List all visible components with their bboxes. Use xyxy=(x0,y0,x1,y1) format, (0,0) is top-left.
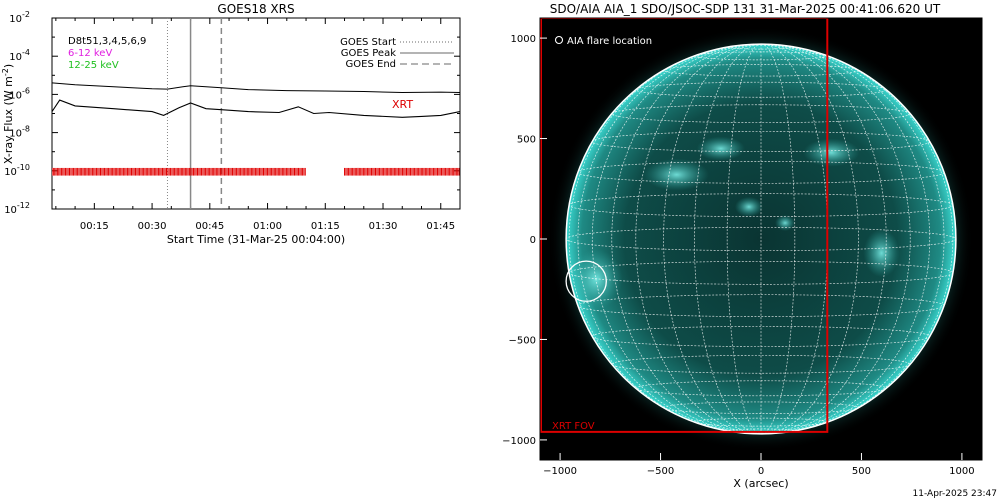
bright-region xyxy=(696,136,745,161)
aia-y-tick-label: −500 xyxy=(509,335,536,346)
aia-y-tick-label: 500 xyxy=(517,135,536,146)
aia-x-axis: −1000 −500 0 500 1000 xyxy=(543,453,975,477)
longitude-line xyxy=(760,43,911,435)
longitude-line xyxy=(760,43,953,435)
bright-region xyxy=(803,138,860,167)
goes-legend-right-item: GOES Peak xyxy=(341,48,396,59)
longitude-line xyxy=(760,43,945,435)
aia-x-label: X (arcsec) xyxy=(733,477,788,490)
longitude-line xyxy=(577,43,762,435)
goes-y-tick-label: 10-12 xyxy=(4,201,30,216)
aia-x-tick-label: −500 xyxy=(647,466,674,477)
goes-x-tick-label: 00:30 xyxy=(138,221,167,232)
footer-timestamp: 11-Apr-2025 23:47 xyxy=(913,489,997,499)
goes-title: GOES18 XRS xyxy=(217,2,294,16)
aia-x-tick-label: 0 xyxy=(758,466,764,477)
xrt-coverage-marks xyxy=(52,167,460,176)
goes-y-tick-label: 10-2 xyxy=(9,10,30,25)
goes-x-tick-label: 01:45 xyxy=(426,221,455,232)
aia-y-axis: 1000 500 0 −500 −1000 xyxy=(502,34,547,447)
solar-disk xyxy=(566,44,956,434)
goes-y-axis: 10-2 10-4 10-6 10-8 10-10 10-12 xyxy=(4,10,460,216)
aia-panel: SDO/AIA AIA_1 SDO/JSOC-SDP 131 31-Mar-20… xyxy=(502,2,983,490)
goes-event-lines xyxy=(166,18,223,209)
goes-x-tick-label: 01:30 xyxy=(369,221,398,232)
goes-y-tick-label: 10-10 xyxy=(4,163,30,178)
longitude-line xyxy=(726,43,762,435)
goes-x-label: Start Time (31-Mar-25 00:04:00) xyxy=(167,233,345,246)
aia-x-tick-label: −1000 xyxy=(543,466,577,477)
longitude-line xyxy=(760,43,796,435)
longitude-line xyxy=(694,43,762,435)
longitude-line xyxy=(569,43,762,435)
goes-legend-right-item: GOES End xyxy=(346,59,396,70)
goes-y-tick-label: 10-8 xyxy=(9,125,30,140)
goes-x-tick-label: 00:15 xyxy=(80,221,109,232)
xrt-fov-box xyxy=(540,18,829,433)
goes-panel: GOES18 XRS 10-2 10-4 10-6 10-8 10-10 10-12 00… xyxy=(1,2,461,246)
aia-x-tick-label: 500 xyxy=(852,466,871,477)
goes-y-tick-label: 10-4 xyxy=(9,48,30,63)
aia-y-tick-label: −1000 xyxy=(502,436,536,447)
bright-region xyxy=(734,196,764,217)
longitude-line xyxy=(760,43,887,435)
aia-title: SDO/AIA AIA_1 SDO/JSOC-SDP 131 31-Mar-20… xyxy=(550,2,941,16)
goes-series xyxy=(52,82,460,118)
goes-legend-left-item: 6-12 keV xyxy=(68,48,112,59)
goes-series-line-0 xyxy=(52,82,460,94)
xrt-fov-label: XRT FOV xyxy=(552,421,595,432)
goes-series-line-1 xyxy=(52,99,460,118)
aia-legend: AIA flare location xyxy=(554,35,652,47)
goes-x-tick-label: 01:00 xyxy=(253,221,282,232)
goes-legend-right-item: GOES Start xyxy=(340,37,396,48)
bright-region xyxy=(863,228,900,278)
longitude-line xyxy=(611,43,762,435)
goes-x-tick-label: 00:45 xyxy=(195,221,224,232)
longitude-line xyxy=(663,43,762,435)
bright-region xyxy=(775,214,796,231)
longitude-line xyxy=(760,43,859,435)
goes-x-axis: 00:15 00:30 00:45 01:00 01:15 01:30 01:45 xyxy=(55,18,461,232)
goes-legend-left-item: D8t51,3,4,5,6,9 xyxy=(68,36,146,47)
solar-limb xyxy=(565,43,957,435)
goes-y-tick-label: 10-6 xyxy=(9,86,30,101)
xrt-label: XRT xyxy=(392,98,413,111)
goes-x-tick-label: 01:15 xyxy=(311,221,340,232)
goes-y-label: X-ray Flux (W m-2) xyxy=(1,64,15,164)
goes-legend-left-item: 12-25 keV xyxy=(68,60,119,71)
aia-y-tick-label: 1000 xyxy=(511,34,536,45)
longitude-line xyxy=(635,43,762,435)
aia-x-tick-label: 1000 xyxy=(949,466,974,477)
flare-location-legend-icon xyxy=(554,35,564,45)
aia-y-tick-label: 0 xyxy=(530,235,536,246)
aia-legend-label: AIA flare location xyxy=(567,36,652,47)
aia-flare-location-marker xyxy=(565,260,607,302)
